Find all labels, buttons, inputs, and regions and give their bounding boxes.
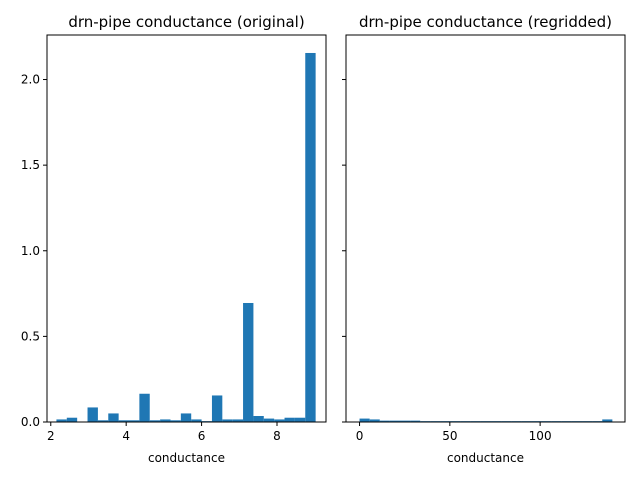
left-x-tick-label: 6 — [198, 429, 206, 443]
left-y-tick-label: 0.0 — [21, 415, 40, 429]
left-y-tick-label: 1.5 — [21, 158, 40, 172]
left-x-ticks: 2 4 6 8 — [47, 422, 281, 443]
right-histogram-bar — [399, 420, 411, 422]
right-bars — [359, 418, 613, 422]
left-chart-title: drn-pipe conductance (original) — [68, 13, 304, 31]
right-y-ticks — [342, 79, 346, 423]
right-chart-title: drn-pipe conductance (regridded) — [359, 13, 612, 31]
right-x-tick-label: 0 — [356, 429, 364, 443]
right-histogram-bar — [359, 418, 370, 422]
left-histogram-bar — [222, 419, 233, 422]
left-histogram-bar — [160, 419, 171, 422]
left-y-ticks: 0.0 0.5 1.0 1.5 2.0 — [21, 73, 47, 429]
left-histogram-bar — [180, 413, 192, 422]
left-plot-frame — [46, 34, 327, 423]
right-x-ticks: 0 50 100 — [356, 422, 552, 443]
left-histogram-bar — [243, 302, 254, 422]
left-histogram-bar — [66, 417, 78, 422]
left-histogram-bar — [56, 419, 67, 422]
left-histogram-bar — [129, 420, 140, 422]
left-x-tick-label: 4 — [122, 429, 130, 443]
left-y-tick-label: 1.0 — [21, 244, 40, 258]
left-histogram-bar — [118, 420, 130, 422]
left-histogram-bar — [97, 420, 109, 422]
right-histogram-bar — [369, 419, 380, 422]
left-histogram: drn-pipe conductance (original) 2 4 6 8 0.0… — [21, 13, 327, 465]
left-histogram-bar — [87, 407, 98, 422]
left-histogram-bar — [305, 52, 316, 422]
left-y-tick-label: 0.5 — [21, 329, 40, 343]
left-histogram-bar — [284, 417, 295, 422]
right-histogram-bar — [389, 420, 400, 422]
right-plot-frame — [345, 34, 626, 423]
right-histogram-bar — [602, 419, 613, 422]
left-x-tick-label: 2 — [47, 429, 55, 443]
right-histogram: drn-pipe conductance (regridded) 0 50 100 … — [342, 13, 626, 465]
left-histogram-bar — [294, 417, 306, 422]
left-bars — [56, 52, 316, 422]
left-histogram-bar — [253, 416, 264, 422]
left-histogram-bar — [191, 419, 202, 422]
right-histogram-bar — [379, 420, 390, 422]
left-y-tick-label: 2.0 — [21, 73, 40, 87]
right-x-tick-label: 50 — [442, 429, 457, 443]
left-histogram-bar — [274, 419, 285, 422]
left-histogram-bar — [139, 393, 150, 422]
left-histogram-bar — [232, 419, 244, 422]
right-histogram-bar — [410, 420, 421, 422]
left-histogram-bar — [170, 420, 181, 422]
right-x-tick-label: 100 — [529, 429, 552, 443]
left-x-tick-label: 8 — [273, 429, 281, 443]
right-x-axis-label: conductance — [447, 451, 524, 465]
left-histogram-bar — [149, 420, 161, 422]
left-x-axis-label: conductance — [148, 451, 225, 465]
left-histogram-bar — [108, 413, 119, 422]
left-histogram-bar — [211, 395, 223, 422]
left-histogram-bar — [263, 418, 275, 422]
